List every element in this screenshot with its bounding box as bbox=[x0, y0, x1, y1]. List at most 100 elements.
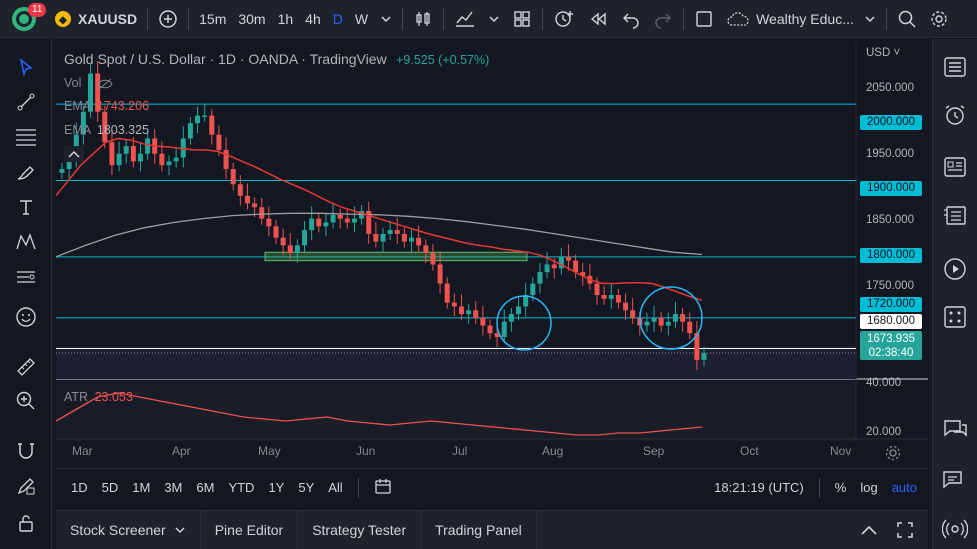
timeframe-1h[interactable]: 1h bbox=[277, 10, 294, 27]
templates-button[interactable] bbox=[506, 0, 538, 38]
candle-body bbox=[523, 295, 529, 307]
cursor-tool[interactable] bbox=[12, 53, 40, 81]
calendar-button[interactable] bbox=[941, 255, 969, 283]
price-pane-bg bbox=[56, 43, 856, 379]
range-1m[interactable]: 1M bbox=[132, 480, 151, 495]
indicators-button[interactable] bbox=[448, 0, 482, 38]
settings-button[interactable] bbox=[923, 0, 955, 38]
atr-value: 23.053 bbox=[94, 390, 133, 404]
candle-body bbox=[59, 169, 65, 173]
measure-tool[interactable] bbox=[12, 353, 40, 381]
range-1d[interactable]: 1D bbox=[71, 480, 88, 495]
range-5d[interactable]: 5D bbox=[101, 480, 119, 495]
tab-label: Strategy Tester bbox=[312, 522, 407, 538]
fib-tool[interactable] bbox=[12, 123, 40, 151]
watchlist-button[interactable] bbox=[941, 53, 969, 81]
timeframe-4h[interactable]: 4h bbox=[305, 10, 321, 27]
alerts-button[interactable] bbox=[941, 101, 969, 129]
currency-selector[interactable]: USD ˅ bbox=[866, 47, 901, 59]
timeframe-d[interactable]: D bbox=[332, 10, 343, 27]
notification-badge: 11 bbox=[28, 2, 47, 17]
tab-trading-panel[interactable]: Trading Panel bbox=[421, 510, 537, 549]
candle-body bbox=[244, 195, 250, 204]
tab-stock-screener[interactable]: Stock Screener bbox=[56, 510, 201, 549]
candle-body bbox=[302, 230, 308, 246]
compare-button[interactable] bbox=[152, 0, 184, 38]
zoom-tool[interactable] bbox=[12, 387, 40, 415]
search-icon bbox=[898, 10, 916, 28]
help-button[interactable] bbox=[941, 515, 969, 543]
range-1y[interactable]: 1Y bbox=[268, 480, 285, 495]
replay-button[interactable] bbox=[581, 0, 615, 38]
candle-body bbox=[494, 333, 500, 337]
level-label-1720: 1720.000 bbox=[860, 297, 922, 312]
screener-button[interactable] bbox=[941, 303, 969, 331]
fib-lines-icon bbox=[16, 129, 36, 146]
time-tick: May bbox=[258, 444, 281, 458]
chart-settings-button[interactable] bbox=[884, 444, 902, 465]
redo-button[interactable] bbox=[647, 0, 679, 38]
brush-tool[interactable] bbox=[12, 158, 40, 186]
emoji-tool[interactable] bbox=[12, 303, 40, 331]
tab-strategy-tester[interactable]: Strategy Tester bbox=[298, 510, 422, 549]
search-button[interactable] bbox=[891, 0, 923, 38]
ruler-icon bbox=[17, 358, 35, 376]
range-all[interactable]: All bbox=[328, 480, 343, 495]
candle-body bbox=[458, 306, 464, 315]
timeframe-30m[interactable]: 30m bbox=[238, 10, 266, 27]
utc-clock[interactable]: 18:21:19 (UTC) bbox=[714, 480, 804, 495]
price-tick: 1750.000 bbox=[866, 280, 914, 292]
data-window-button[interactable] bbox=[941, 153, 969, 181]
timeframe-15m[interactable]: 15m bbox=[199, 10, 227, 27]
candle-body bbox=[130, 146, 136, 162]
eye-off-icon[interactable] bbox=[97, 78, 113, 90]
trend-line-tool[interactable] bbox=[12, 88, 40, 116]
current-price-label: 1673.935 02:38:40 bbox=[860, 331, 922, 360]
auto-toggle[interactable]: auto bbox=[891, 480, 917, 495]
watchlist-icon bbox=[944, 57, 966, 77]
chart-type-button[interactable] bbox=[407, 0, 439, 38]
timeframe-w[interactable]: W bbox=[354, 10, 369, 27]
logo[interactable]: 11 bbox=[0, 0, 48, 38]
tab-label: Pine Editor bbox=[214, 522, 284, 538]
lock-all-tool[interactable] bbox=[12, 509, 40, 537]
ideas-button[interactable] bbox=[941, 467, 969, 495]
log-toggle[interactable]: log bbox=[860, 480, 878, 495]
goto-date-button[interactable] bbox=[367, 477, 399, 498]
legend-collapse-button[interactable] bbox=[64, 146, 84, 165]
chart-pane[interactable] bbox=[55, 43, 928, 467]
range-6m[interactable]: 6M bbox=[196, 480, 215, 495]
magnet-tool[interactable] bbox=[12, 437, 40, 465]
brush-icon bbox=[17, 166, 34, 180]
lock-drawing-tool[interactable] bbox=[12, 472, 40, 500]
percent-toggle[interactable]: % bbox=[834, 480, 847, 495]
text-tool[interactable] bbox=[12, 193, 40, 221]
candle-body bbox=[323, 222, 329, 227]
chevron-down-icon bbox=[489, 15, 499, 22]
timeframe-dropdown[interactable] bbox=[374, 0, 398, 38]
undo-button[interactable] bbox=[615, 0, 647, 38]
expand-panel-button[interactable] bbox=[850, 511, 888, 549]
layout-menu[interactable]: Wealthy Educ... bbox=[720, 0, 882, 38]
range-5y[interactable]: 5Y bbox=[298, 480, 315, 495]
candle-body bbox=[102, 111, 108, 143]
tab-pine-editor[interactable]: Pine Editor bbox=[201, 510, 299, 549]
candle-body bbox=[223, 149, 229, 169]
price-chart-svg[interactable] bbox=[55, 43, 928, 467]
forecast-tool[interactable] bbox=[12, 263, 40, 291]
fullscreen-toggle[interactable] bbox=[688, 0, 720, 38]
indicators-dropdown[interactable] bbox=[482, 0, 506, 38]
alert-button[interactable] bbox=[547, 0, 581, 38]
chats-button[interactable] bbox=[941, 415, 969, 443]
time-axis[interactable]: Mar Apr May Jun Jul Aug Sep Oct Nov bbox=[56, 444, 856, 464]
range-3m[interactable]: 3M bbox=[164, 480, 183, 495]
range-list: 1D 5D 1M 3M 6M YTD 1Y 5Y All bbox=[64, 480, 350, 495]
pattern-tool[interactable] bbox=[12, 228, 40, 256]
candle-body bbox=[187, 123, 193, 139]
news-button[interactable] bbox=[941, 201, 969, 229]
atr-tick: 40.000 bbox=[866, 377, 902, 389]
symbol-search[interactable]: ◆ XAUUSD bbox=[48, 0, 143, 38]
ema2-value: 1803.325 bbox=[96, 123, 150, 137]
range-ytd[interactable]: YTD bbox=[228, 480, 255, 495]
maximize-panel-button[interactable] bbox=[888, 511, 928, 549]
